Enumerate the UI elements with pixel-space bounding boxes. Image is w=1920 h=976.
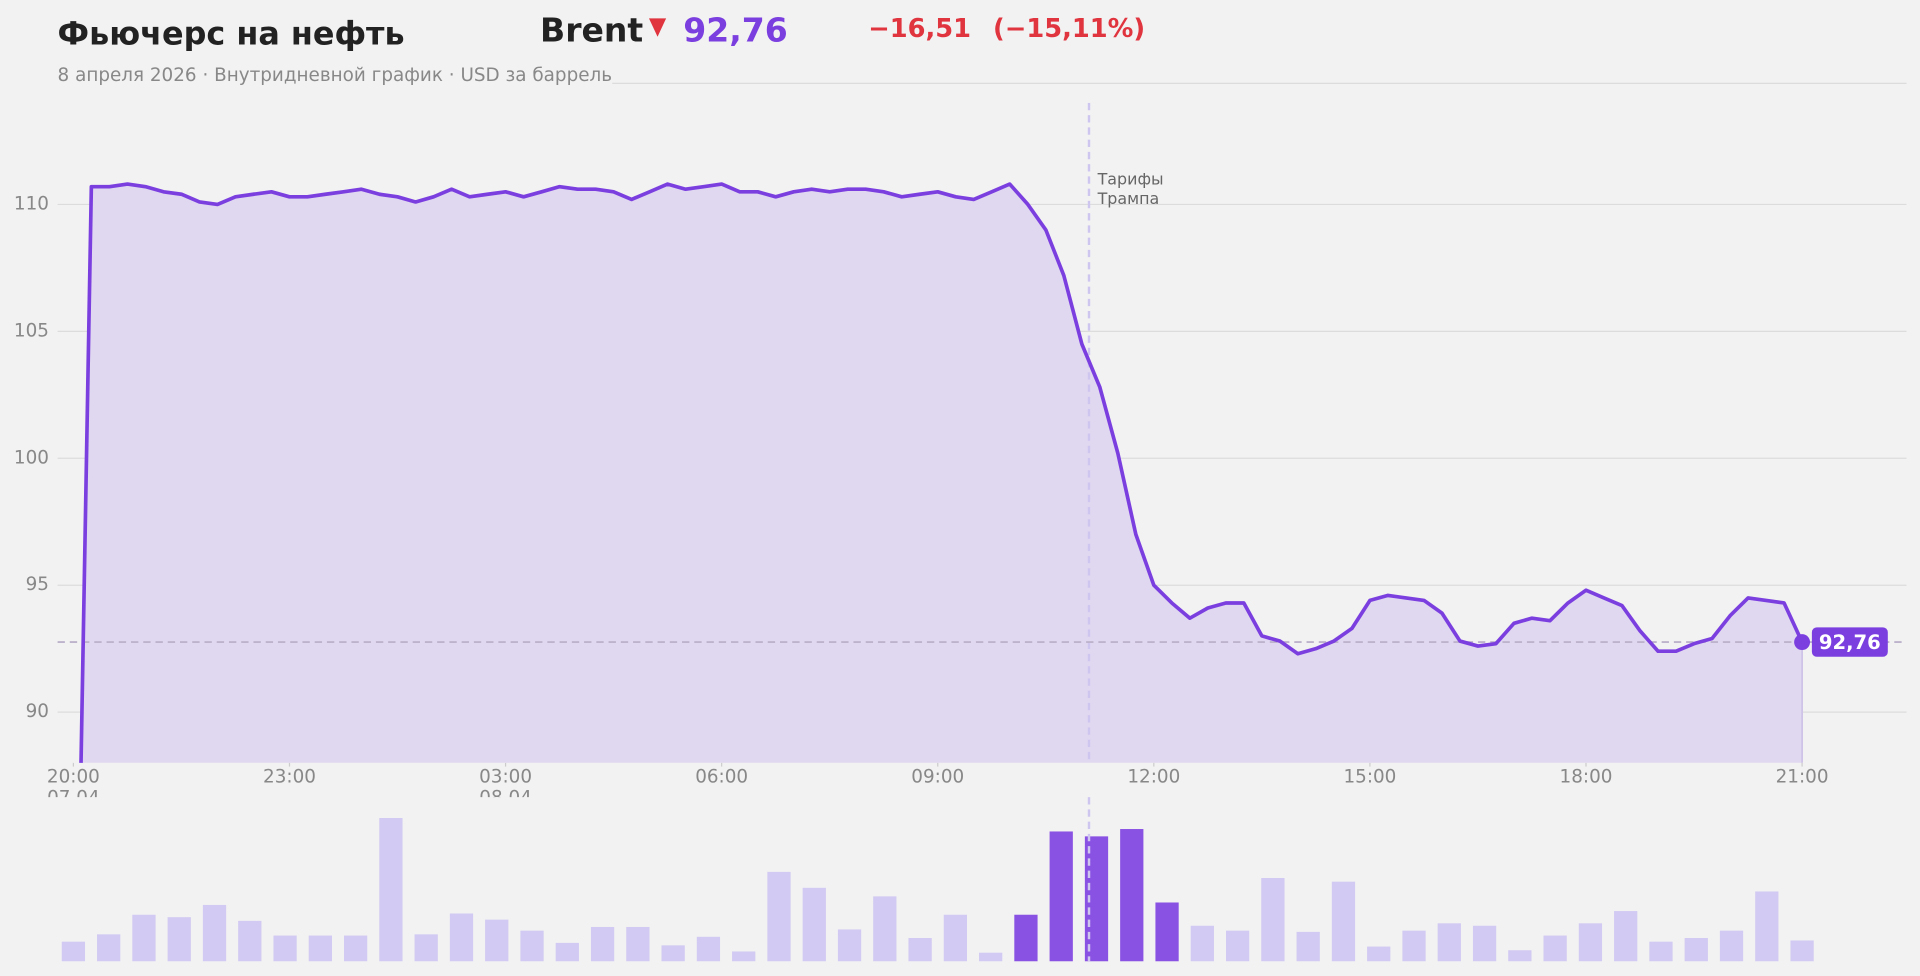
volume-bar (414, 934, 438, 962)
volume-bar (344, 935, 368, 962)
volume-bar (1437, 923, 1461, 962)
volume-bar (1508, 950, 1532, 962)
change-pct: (−15,11%) (993, 14, 1145, 44)
y-tick-label: 105 (14, 320, 49, 341)
x-tick-label: 20:00 (47, 767, 100, 788)
volume-bar (626, 926, 650, 962)
volume-bar (1578, 923, 1603, 962)
volume-bar (1049, 831, 1073, 962)
x-tick-label: 18:00 (1560, 767, 1613, 788)
x-tick-label: 23:00 (263, 767, 316, 788)
volume-bar (308, 935, 332, 962)
volume-bar (1790, 940, 1814, 962)
volume-bar (132, 914, 156, 962)
volume-bar (1014, 914, 1038, 962)
volume-bar (61, 941, 86, 962)
volume-bar (1649, 941, 1673, 962)
volume-bar (1331, 881, 1356, 962)
last-point (1794, 634, 1811, 651)
last-label: 92,76 (1819, 631, 1881, 654)
volume-bar (1225, 930, 1250, 962)
x-tick-label: 03:00 (479, 767, 532, 788)
area (80, 184, 1803, 763)
y-tick-label: 100 (14, 447, 49, 468)
y-tick-label: 95 (26, 574, 49, 595)
event-label: Трампа (1097, 189, 1160, 208)
volume-bar (979, 952, 1003, 962)
volume-bar (1684, 938, 1708, 962)
x-tick-label: 21:00 (1776, 767, 1829, 788)
subtitle: 8 апреля 2026 · Внутридневной график · U… (58, 65, 613, 86)
volume-bar (379, 818, 403, 962)
volume-bar (1614, 911, 1638, 962)
x-tick-label: 06:00 (695, 767, 748, 788)
x-tick-sublabel: 08.04 (479, 787, 532, 808)
down-arrow (648, 18, 667, 37)
volume-bar (1755, 891, 1779, 962)
volume-bar (1719, 930, 1744, 962)
volume-bar (732, 951, 756, 962)
volume-bar (767, 871, 791, 962)
volume-bar (873, 896, 897, 962)
volume-bar (1120, 829, 1144, 962)
volume-bar (1261, 878, 1285, 962)
volume-bar (97, 934, 121, 962)
line (79, 182, 1804, 763)
change: −16,51 (868, 14, 971, 44)
volume-bar (908, 938, 932, 962)
volume-bar (1296, 931, 1320, 962)
x-tick-label: 15:00 (1343, 767, 1396, 788)
volume-bar (449, 913, 474, 962)
volume-bar (167, 917, 191, 962)
volume-bar (696, 936, 721, 962)
volume-bar (1084, 836, 1109, 962)
x-tick-label: 12:00 (1127, 767, 1180, 788)
volume-bar (1155, 902, 1179, 962)
x-tick-sublabel: 07.04 (47, 787, 100, 808)
volume-bar (1367, 946, 1391, 962)
volume-bar (590, 926, 615, 962)
chart-title: Фьючерс на нефть (58, 15, 405, 53)
volume-bar (1543, 935, 1567, 962)
y-tick-label: 110 (14, 193, 49, 214)
volume-bar (1402, 930, 1426, 962)
volume-bar (661, 945, 685, 962)
last-label-box (1811, 627, 1888, 657)
volume-bar (238, 920, 262, 962)
volume-bar (485, 919, 509, 962)
event-label: Тарифы (1097, 170, 1164, 189)
volume-bar (202, 904, 227, 962)
volume-bar (273, 935, 297, 962)
plot-area (57, 102, 1907, 763)
volume-bar (555, 942, 579, 962)
overlay: 90 95 100 105 110 07.04 08.04 20:00 23:00 03:00 06… (14, 170, 1888, 962)
volume-bar (943, 914, 968, 962)
volume-bar (1190, 925, 1214, 962)
volume-bar (520, 930, 544, 962)
price: 92,76 (683, 10, 788, 49)
volume-bar (837, 929, 862, 962)
volume-bar (1472, 925, 1497, 962)
y-tick-label: 90 (26, 701, 49, 722)
volume-bar (802, 887, 826, 962)
x-tick-label: 09:00 (911, 767, 964, 788)
ticker: Brent (540, 10, 643, 49)
x-sub-labels: 07.04 08.04 (47, 787, 532, 808)
